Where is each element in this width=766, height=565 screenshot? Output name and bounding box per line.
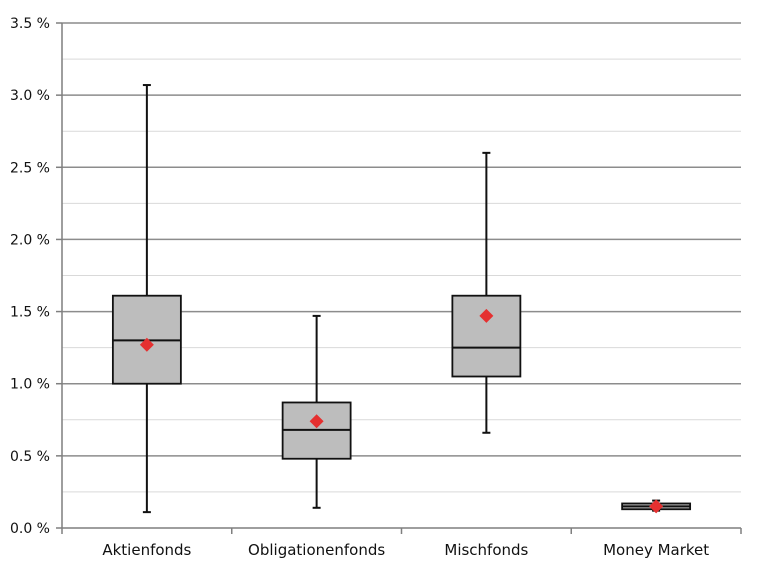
minor-gridlines <box>62 58 741 493</box>
x-axis-category-labels: Aktienfonds Obligationenfonds Mischfonds Mo… <box>102 541 709 559</box>
y-tick-label: 2.5 % <box>10 160 50 176</box>
x-category-label: Money Market <box>603 541 709 559</box>
x-category-label: Obligationenfonds <box>248 541 385 559</box>
mean-marker <box>139 337 154 352</box>
y-tick-label: 1.5 % <box>10 305 50 321</box>
axes <box>56 22 742 534</box>
box-money-market <box>621 499 692 514</box>
y-tick-label: 2.0 % <box>10 232 50 248</box>
mean-marker <box>309 414 324 429</box>
y-tick-label: 3.5 % <box>10 16 50 32</box>
x-category-label: Mischfonds <box>444 541 528 559</box>
mean-marker <box>649 499 664 514</box>
y-tick-label: 1.0 % <box>10 377 50 393</box>
iqr-box <box>451 294 522 378</box>
x-category-label: Aktienfonds <box>102 541 191 559</box>
y-tick-label: 0.0 % <box>10 521 50 537</box>
box-obligationenfonds <box>281 314 352 509</box>
mean-marker <box>479 308 494 323</box>
box-aktienfonds <box>111 84 182 514</box>
y-tick-label: 3.0 % <box>10 88 50 104</box>
major-gridlines <box>62 22 741 457</box>
box-mischfonds <box>451 151 522 434</box>
y-tick-label: 0.5 % <box>10 449 50 465</box>
y-axis-tick-labels: 0.0 % 0.5 % 1.0 % 1.5 % 2.0 % 2.5 % 3.0 % 3.5 % <box>10 16 50 537</box>
box-series <box>111 84 692 514</box>
